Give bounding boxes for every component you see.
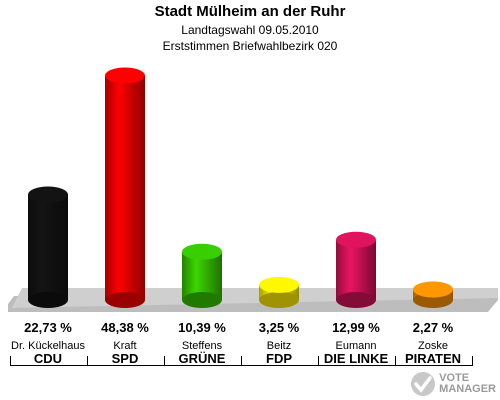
value-label: 48,38 % bbox=[101, 320, 149, 335]
bar-bottom bbox=[105, 292, 145, 308]
logo-text-manager: MANAGER bbox=[439, 383, 496, 395]
bar-spd bbox=[105, 67, 145, 308]
bar-gr-ne bbox=[182, 243, 222, 308]
checkmark-icon bbox=[411, 372, 436, 396]
bar-top bbox=[105, 67, 145, 84]
bar-top bbox=[182, 243, 222, 260]
chart-subtitle-election: Landtagswahl 09.05.2010 bbox=[181, 23, 319, 37]
candidate-label: Kraft bbox=[113, 340, 137, 352]
axis-tick bbox=[240, 356, 242, 366]
bar-fdp bbox=[259, 276, 299, 308]
value-label: 10,39 % bbox=[178, 320, 226, 335]
bar-body bbox=[105, 75, 145, 300]
bar-bottom bbox=[28, 292, 68, 308]
x-axis-line bbox=[9, 365, 472, 366]
bar-die-linke bbox=[336, 231, 376, 308]
bar-body bbox=[28, 194, 68, 300]
candidate-label: Beitz bbox=[266, 340, 292, 352]
value-label: 2,27 % bbox=[412, 320, 454, 335]
value-label: 3,25 % bbox=[258, 320, 300, 335]
bar-body bbox=[182, 251, 222, 300]
candidate-label: Dr. Kückelhaus bbox=[11, 340, 85, 352]
chart-title: Stadt Mülheim an der Ruhr bbox=[154, 3, 346, 20]
party-label: GRÜNE bbox=[178, 351, 226, 366]
candidate-label: Steffens bbox=[181, 340, 223, 352]
chart-subtitle-district: Erststimmen Briefwahlbezirk 020 bbox=[162, 39, 338, 53]
bar-top bbox=[413, 281, 453, 298]
bar-top bbox=[28, 186, 68, 203]
party-label: PIRATEN bbox=[404, 351, 462, 366]
party-label: CDU bbox=[33, 351, 63, 366]
party-label: SPD bbox=[111, 351, 139, 366]
candidate-label: Eumann bbox=[335, 340, 377, 352]
bar-piraten bbox=[413, 281, 453, 308]
value-label: 22,73 % bbox=[24, 320, 72, 335]
party-label: FDP bbox=[266, 351, 292, 366]
party-label: DIE LINKE bbox=[323, 351, 389, 366]
value-label: 12,99 % bbox=[332, 320, 380, 335]
axis-tick bbox=[86, 356, 88, 366]
axis-tick bbox=[163, 356, 165, 366]
bar-body bbox=[336, 239, 376, 300]
axis-tick bbox=[394, 356, 396, 366]
bar-cdu bbox=[28, 186, 68, 308]
bar-bottom bbox=[259, 292, 299, 308]
axis-tick bbox=[317, 356, 319, 366]
axis-tick bbox=[9, 356, 11, 366]
bar-top bbox=[336, 231, 376, 248]
candidate-label: Zoske bbox=[418, 340, 448, 352]
bar-top bbox=[259, 276, 299, 293]
logo-text-vote: VOTE bbox=[439, 372, 470, 384]
vote-manager-logo: VOTE MANAGER bbox=[410, 371, 496, 397]
axis-tick bbox=[471, 356, 473, 366]
bar-bottom bbox=[182, 292, 222, 308]
bar-bottom bbox=[336, 292, 376, 308]
